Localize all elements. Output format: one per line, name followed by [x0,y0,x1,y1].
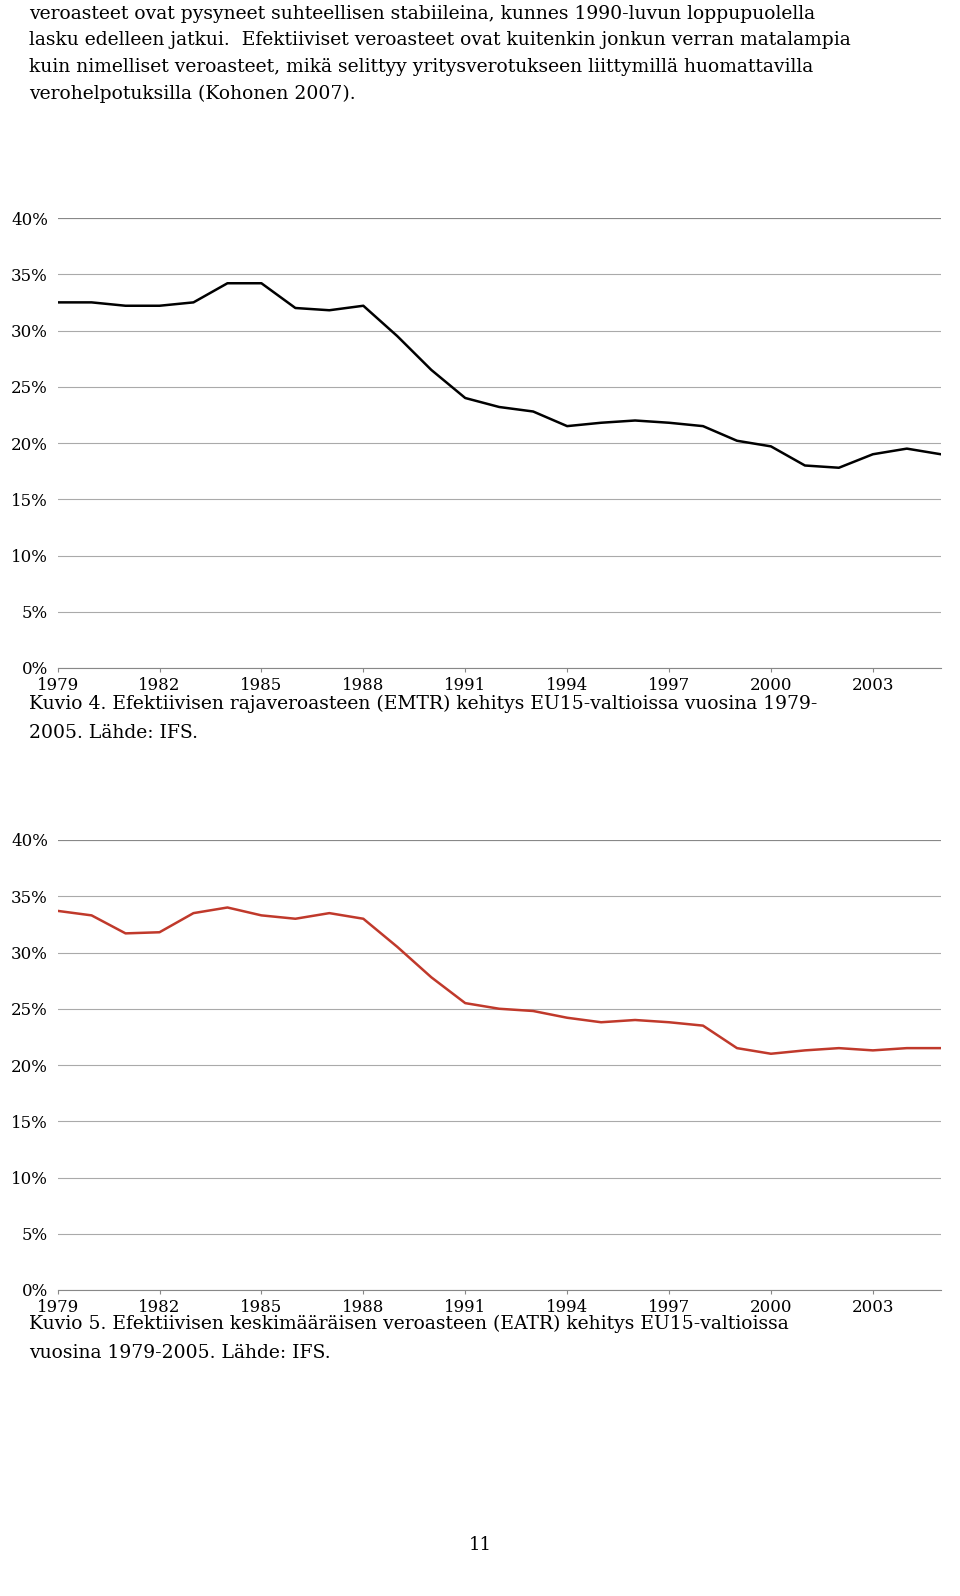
Text: Kuvio 5. Efektiivisen keskimääräisen veroasteen (EATR) kehitys EU15-valtioissa
v: Kuvio 5. Efektiivisen keskimääräisen ver… [29,1315,788,1363]
Text: Kuvio 4. Efektiivisen rajaveroasteen (EMTR) kehitys EU15-valtioissa vuosina 1979: Kuvio 4. Efektiivisen rajaveroasteen (EM… [29,694,817,742]
Text: veroasteet ovat pysyneet suhteellisen stabiileina, kunnes 1990-luvun loppupuolel: veroasteet ovat pysyneet suhteellisen st… [29,5,851,102]
Text: 11: 11 [468,1535,492,1555]
